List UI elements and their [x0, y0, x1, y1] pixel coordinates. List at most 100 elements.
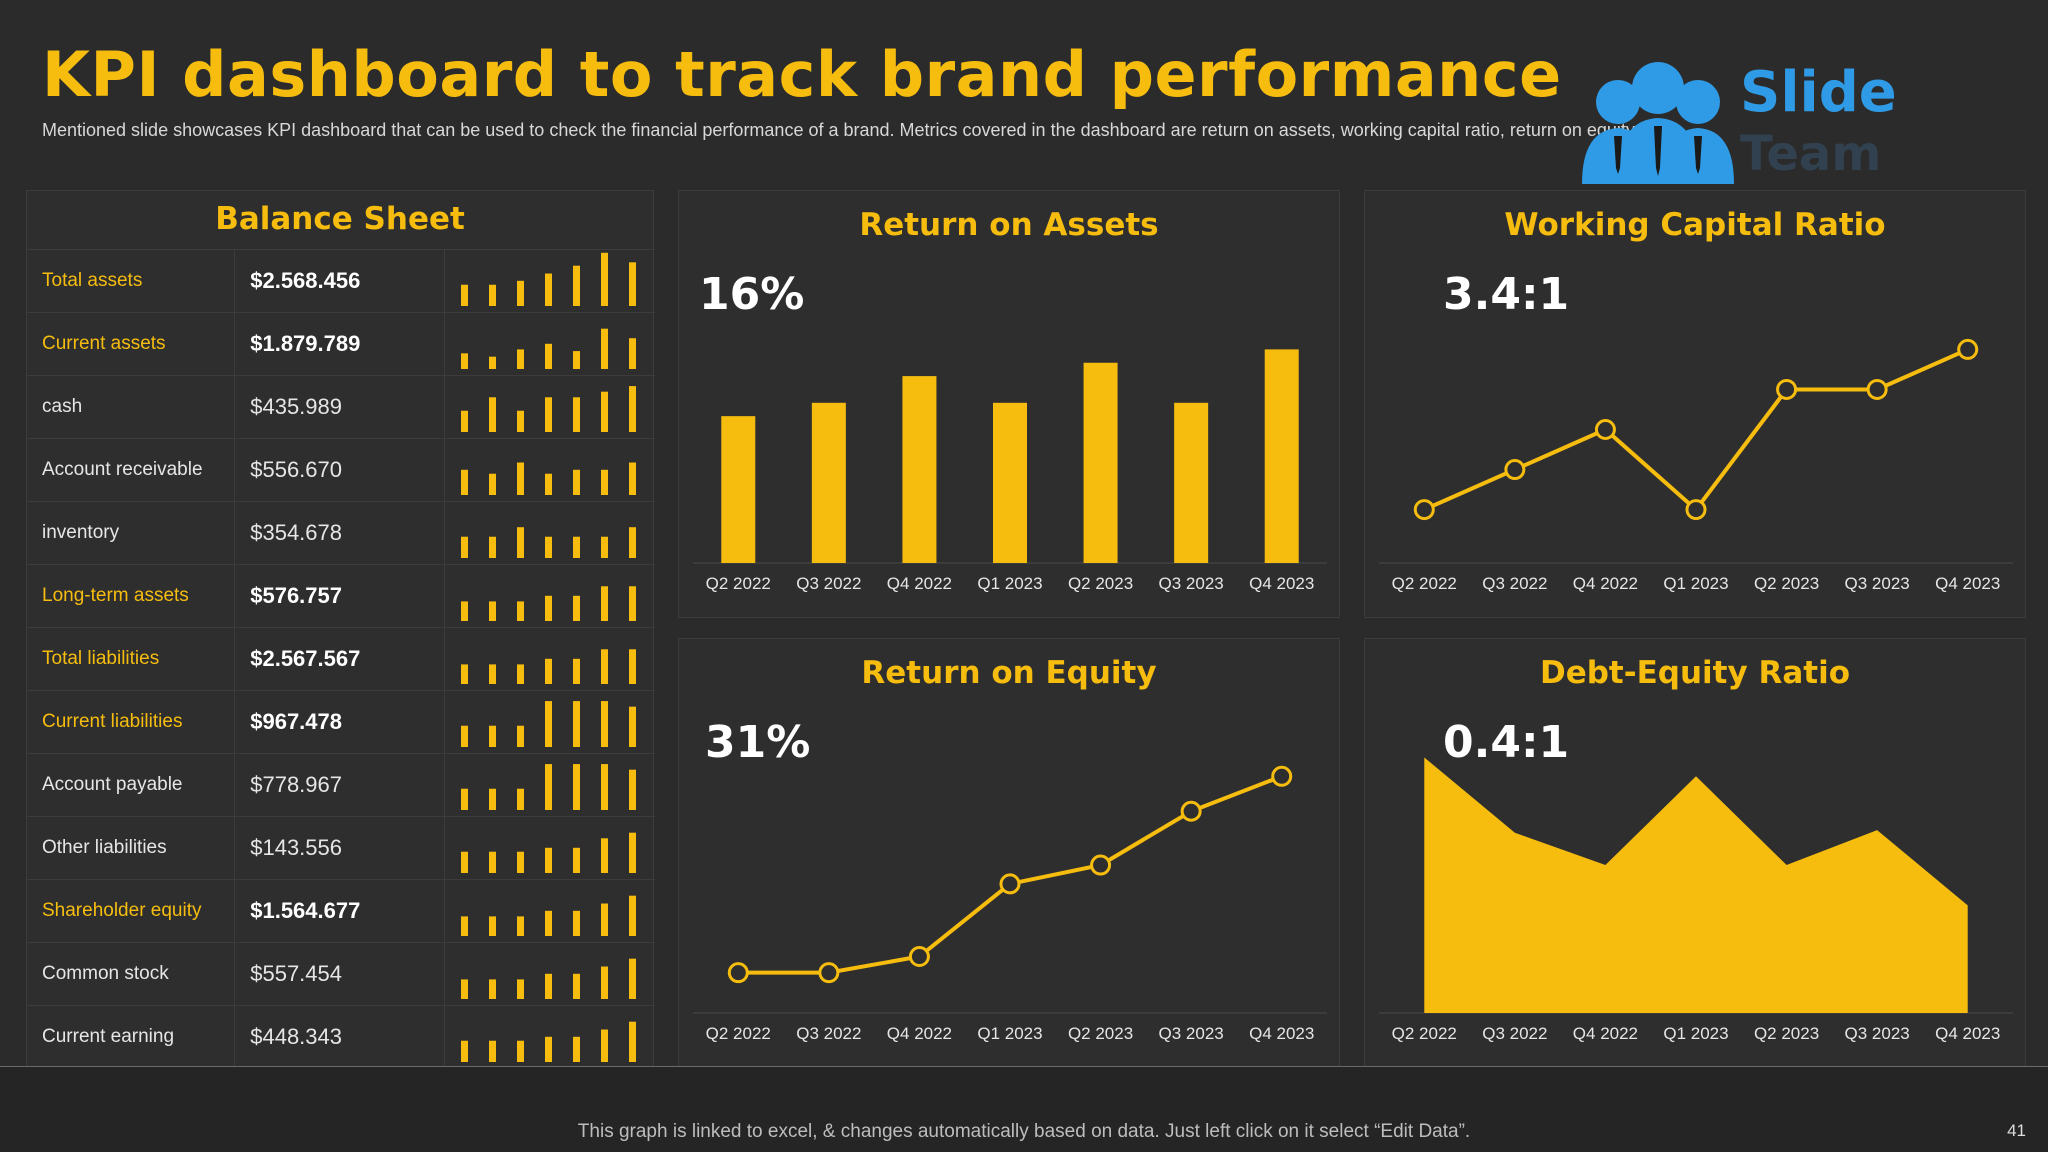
row-label: Current assets — [27, 312, 236, 376]
sparkline-bar — [544, 343, 552, 369]
sparkline-bar — [572, 764, 580, 810]
sparkline-bar — [516, 349, 524, 369]
sparkline-bar — [544, 847, 552, 873]
x-tick-label: Q4 2023 — [1935, 1024, 2000, 1043]
sparkline-bar — [600, 649, 608, 684]
sparkline-bar — [572, 265, 580, 306]
sparkline-bar — [516, 280, 524, 306]
sparkline-bar — [460, 536, 468, 558]
x-tick-label: Q1 2023 — [1663, 574, 1728, 593]
sparkline-bar — [572, 847, 580, 873]
sparkline-bar — [488, 397, 496, 432]
x-tick-label: Q3 2023 — [1159, 574, 1224, 593]
debt-equity-ratio-panel: Q2 2022 Q3 2022 Q4 2022 Q1 2023 Q2 2023 Q3 20… — [1364, 638, 2026, 1068]
data-point — [818, 962, 840, 984]
table-row: Current earning $448.343 — [27, 1005, 655, 1069]
sparkline-bar — [488, 1040, 496, 1063]
row-value: $1.564.677 — [234, 879, 445, 943]
row-label: Account receivable — [27, 438, 236, 502]
debt-equity-ratio-chart: Q2 2022 Q3 2022 Q4 2022 Q1 2023 Q2 2023 Q3 20… — [1379, 757, 2013, 1043]
row-sparkline — [444, 1006, 655, 1069]
slideteam-logo: Slide Team — [1570, 56, 1897, 186]
table-row: Total liabilities $2.567.567 — [27, 627, 655, 691]
table-row: Account payable $778.967 — [27, 753, 655, 817]
x-tick-label: Q1 2023 — [977, 574, 1042, 593]
sparkline-bar — [600, 1029, 608, 1063]
sparkline-bar — [460, 916, 468, 936]
sparkline-bar — [488, 916, 496, 936]
row-sparkline — [444, 250, 655, 313]
working-capital-ratio-chart: Q2 2022 Q3 2022 Q4 2022 Q1 2023 Q2 2023 Q3 20… — [1379, 338, 2013, 593]
sparkline-bar — [600, 903, 608, 936]
row-label: Shareholder equity — [27, 879, 236, 943]
sparkline-bar — [516, 725, 524, 747]
sparkline-bar — [460, 410, 468, 432]
sparkline-bar — [516, 979, 524, 999]
x-tick-label: Q2 2023 — [1068, 574, 1133, 593]
row-value: $448.343 — [234, 1005, 445, 1069]
sparkline-bar — [628, 586, 636, 621]
sparkline-bar — [488, 601, 496, 621]
x-tick-label: Q3 2022 — [1482, 1024, 1547, 1043]
sparkline-bar — [488, 725, 496, 747]
sparkline-bar — [544, 1037, 552, 1063]
x-tick-label: Q4 2023 — [1249, 574, 1314, 593]
footer-note: This graph is linked to excel, & changes… — [577, 1121, 1471, 1142]
return-on-assets-title: Return on Assets — [859, 207, 1159, 243]
row-value: $435.989 — [234, 375, 445, 439]
return-on-equity-value: 31% — [705, 717, 811, 768]
bar — [1174, 402, 1209, 563]
x-tick-label: Q3 2022 — [796, 574, 861, 593]
row-sparkline — [444, 628, 655, 691]
return-on-assets-chart: Q2 2022 Q3 2022 Q4 2022 Q1 2023 Q2 2023 Q3 20… — [693, 349, 1327, 593]
sparkline-bar — [460, 788, 468, 810]
data-point — [1413, 499, 1435, 521]
area-series — [1424, 757, 1968, 1013]
row-label: Current earning — [27, 1005, 236, 1069]
sparkline-bar — [460, 664, 468, 684]
row-sparkline — [444, 691, 655, 754]
sparkline-bar — [600, 536, 608, 558]
row-sparkline — [444, 502, 655, 565]
sparkline-bar — [460, 979, 468, 999]
sparkline-bar — [572, 397, 580, 432]
sparkline-bar — [516, 462, 524, 495]
sparkline-bar — [600, 391, 608, 432]
return-on-assets-value: 16% — [699, 269, 805, 320]
sparkline-bar — [628, 262, 636, 306]
sparkline-bar — [628, 706, 636, 747]
row-label: Long-term assets — [27, 564, 236, 628]
debt-equity-ratio-title: Debt-Equity Ratio — [1539, 655, 1851, 691]
sparkline-bar — [488, 356, 496, 369]
sparkline-bar — [628, 895, 636, 936]
return-on-assets-panel: Q2 2022 Q3 2022 Q4 2022 Q1 2023 Q2 2023 Q3 20… — [678, 190, 1340, 618]
page-number: 41 — [2007, 1121, 2026, 1140]
row-value: $557.454 — [234, 942, 445, 1006]
sparkline-bar — [488, 788, 496, 810]
sparkline-bar — [488, 851, 496, 873]
sparkline-bar — [460, 601, 468, 621]
sparkline-bar — [544, 473, 552, 495]
row-label: cash — [27, 375, 236, 439]
data-point — [1090, 854, 1112, 876]
x-tick-label: Q1 2023 — [977, 1024, 1042, 1043]
row-sparkline — [444, 439, 655, 502]
row-label: Total assets — [27, 249, 236, 313]
bar — [902, 376, 937, 563]
working-capital-ratio-title: Working Capital Ratio — [1504, 207, 1886, 243]
x-tick-label: Q2 2022 — [706, 574, 771, 593]
data-point — [1594, 419, 1616, 440]
sparkline-bar — [516, 527, 524, 558]
sparkline-bar — [572, 536, 580, 558]
return-on-equity-title: Return on Equity — [861, 655, 1157, 691]
x-tick-label: Q4 2022 — [887, 1024, 952, 1043]
x-tick-label: Q3 2023 — [1845, 1024, 1910, 1043]
sparkline-bar — [544, 910, 552, 936]
row-value: $778.967 — [234, 753, 445, 817]
bar — [1264, 349, 1299, 563]
row-value: $354.678 — [234, 501, 445, 565]
bar — [811, 402, 846, 563]
sparkline-bar — [516, 1040, 524, 1063]
sparkline-bar — [460, 353, 468, 369]
row-sparkline — [444, 943, 655, 1006]
